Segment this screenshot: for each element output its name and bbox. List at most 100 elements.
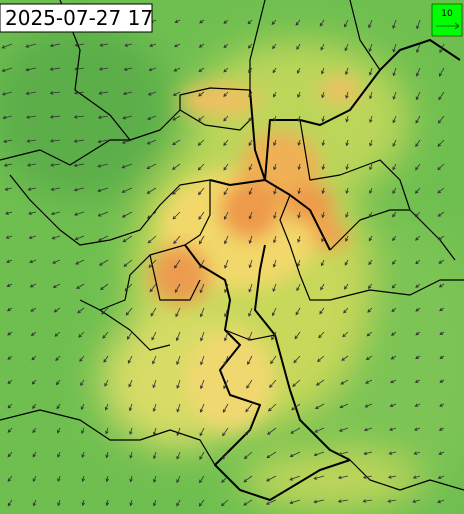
wind-arrow [81, 451, 85, 459]
wind-arrow [272, 67, 277, 74]
wind-arrow [52, 259, 61, 264]
wind-arrow [317, 355, 325, 363]
wind-arrow [344, 43, 349, 52]
wind-arrow [438, 259, 445, 264]
wind-arrow [367, 307, 373, 313]
wind-arrow [199, 307, 205, 318]
wind-arrow [290, 427, 301, 434]
wind-arrow [73, 115, 85, 119]
wind-arrow [321, 115, 325, 123]
wind-arrow [293, 355, 301, 364]
wind-arrow [73, 91, 85, 95]
wind-arrow [81, 475, 85, 483]
wind-arrow [26, 139, 37, 143]
wind-arrow [223, 355, 229, 366]
wind-arrow [289, 475, 301, 481]
wind-arrow [197, 139, 205, 146]
wind-arrow [49, 43, 61, 48]
wind-arrow [392, 67, 397, 77]
wind-arrow [146, 139, 157, 145]
wind-arrow [437, 187, 445, 194]
wind-arrow [172, 115, 181, 121]
wind-arrow [122, 235, 133, 243]
wind-arrow [368, 67, 373, 76]
wind-arrow [25, 115, 37, 119]
wind-arrow [102, 331, 109, 339]
wind-arrow [198, 235, 205, 245]
wind-arrow [387, 475, 397, 479]
wind-arrow [340, 379, 349, 385]
wind-arrow [223, 379, 229, 390]
wind-arrow [439, 403, 445, 407]
wind-arrow [363, 451, 373, 456]
wind-arrow [368, 43, 373, 53]
borders [0, 0, 464, 501]
wind-arrow [57, 499, 61, 507]
wind-arrow [415, 307, 421, 312]
wind-arrow [296, 259, 301, 268]
wind-arrow [152, 355, 157, 365]
wind-arrow [81, 427, 85, 435]
border [179, 109, 251, 131]
wind-arrow [51, 235, 61, 240]
wind-arrow [223, 163, 229, 171]
wind-arrow [368, 235, 373, 242]
wind-arrow [29, 259, 37, 264]
wind-arrow [152, 403, 157, 413]
border [209, 179, 331, 251]
wind-arrow [223, 211, 229, 220]
wind-arrow [344, 259, 349, 266]
wind-arrow [295, 307, 301, 316]
wind-arrow [152, 427, 157, 436]
wind-arrow [392, 187, 397, 194]
wind-arrow [369, 187, 373, 195]
wind-arrow [153, 451, 157, 460]
wind-arrow [26, 163, 37, 167]
wind-arrow [345, 163, 349, 171]
wind-arrow [147, 115, 157, 120]
wind-arrow [392, 163, 397, 171]
wind-arrow [321, 211, 325, 219]
wind-arrow [221, 475, 229, 484]
wind-arrow [269, 379, 277, 388]
wind-arrow [199, 283, 205, 294]
wind-arrow [123, 67, 133, 71]
wind-arrow [247, 19, 253, 25]
wind-arrow [369, 211, 373, 218]
wind-arrow [57, 475, 61, 483]
wind-arrow [248, 91, 253, 98]
wind-arrow [392, 19, 397, 29]
wind-arrow [7, 379, 13, 385]
wind-arrow [392, 211, 397, 218]
wind-arrow [31, 355, 37, 361]
wind-arrow [97, 163, 109, 168]
wind-arrow [289, 499, 301, 505]
wind-arrow [222, 427, 229, 437]
wind-arrow [176, 379, 181, 389]
wind-arrow [104, 403, 109, 411]
border [59, 0, 266, 141]
wind-arrow [200, 355, 205, 366]
wind-arrow [53, 307, 61, 313]
wind-arrow [222, 403, 229, 413]
wind-arrow [100, 283, 109, 291]
wind-arrow [121, 139, 133, 144]
wind-arrow [50, 163, 61, 167]
wind-arrow [392, 235, 397, 242]
wind-arrow [129, 499, 133, 507]
wind-arrow [314, 427, 325, 433]
border [224, 329, 276, 341]
wind-arrow [315, 379, 325, 386]
timestamp: 2025-07-27 17 [5, 6, 153, 30]
wind-arrow [7, 331, 13, 336]
wind-arrow [7, 475, 13, 482]
wind-arrow [438, 451, 445, 455]
wind-arrow [74, 67, 85, 71]
wind-arrow [387, 499, 397, 503]
wind-arrow [172, 91, 181, 96]
wind-arrow [128, 403, 133, 412]
wind-arrow [436, 499, 445, 504]
wind-arrow [341, 355, 349, 361]
wind-arrow [32, 427, 37, 434]
wind-arrow [176, 451, 181, 460]
